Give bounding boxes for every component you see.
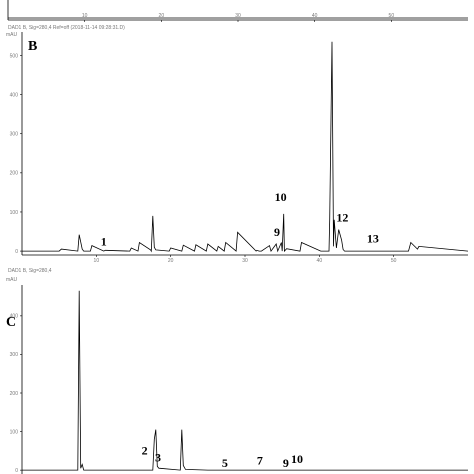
panel-b-y-tick-label: 200 [10,171,19,177]
panel-c-trace [22,290,468,471]
panel-b-y-tick-label: 0 [15,249,18,255]
peak-label: 7 [257,453,263,467]
panel-b-y-tick-label: 300 [10,132,19,138]
panel-c-y-ticks: 0 100 200 300 400 [10,314,22,474]
peak-label: 10 [291,452,303,466]
panel-b-trace [22,41,469,253]
panel-c-y-tick-label: 100 [10,429,19,435]
panel-c-peak-labels: 2 3 5 7 9 10 [142,444,303,470]
peak-label: 12 [336,211,348,225]
panel-b-x-tick-label: 20 [168,258,174,264]
panel-c-header: DAD1 B, Sig=280,4 [8,268,52,274]
panel-a-chromatogram: 10 20 30 40 50 [7,0,468,22]
panel-c-y-tick-label: 300 [10,352,19,358]
panel-b-letter: B [28,39,37,54]
panel-b-chromatogram: DAD1 B, Sig=280,4 Ref=off (2018-11-14 09… [6,25,469,264]
peak-label: 2 [142,444,148,458]
panel-b-y-unit: mAU [6,32,18,38]
panel-b-x-ticks: 10 20 30 40 50 [94,255,397,264]
panel-b-y-tick-label: 100 [10,210,19,216]
panel-a-x-ticks: 10 20 30 40 50 [82,13,394,22]
peak-label: 3 [155,451,161,465]
peak-label: 9 [283,456,289,470]
peak-label: 5 [222,456,228,470]
panel-c-y-tick-label: 0 [15,468,18,474]
panel-a-x-tick-label: 40 [312,13,318,19]
panel-a-x-tick-label: 30 [235,13,241,19]
panel-b-y-ticks: 0 100 200 300 400 500 [10,53,22,255]
panel-b-y-tick-label: 400 [10,92,19,98]
panel-b-peak-labels: 1 9 10 12 13 [101,190,379,249]
panel-b-y-tick-label: 500 [10,53,19,59]
panel-c-y-tick-label: 200 [10,391,19,397]
panel-b-x-tick-label: 50 [391,258,397,264]
panel-a-x-tick-label: 10 [82,13,88,19]
panel-c-y-unit: mAU [6,277,18,283]
peak-label: 13 [367,231,379,245]
panel-b-x-tick-label: 10 [94,258,100,264]
peak-label: 10 [275,190,287,204]
peak-label: 1 [101,235,107,249]
panel-b-header: DAD1 B, Sig=280,4 Ref=off (2018-11-14 09… [8,25,125,31]
panel-a-x-tick-label: 50 [389,13,395,19]
panel-b-x-tick-label: 30 [242,258,248,264]
panel-c-y-tick-label: 400 [10,314,19,320]
panel-c-letter: C [6,315,16,330]
peak-label: 9 [274,225,280,239]
panel-b-x-tick-label: 40 [317,258,323,264]
panel-a-x-tick-label: 20 [159,13,165,19]
